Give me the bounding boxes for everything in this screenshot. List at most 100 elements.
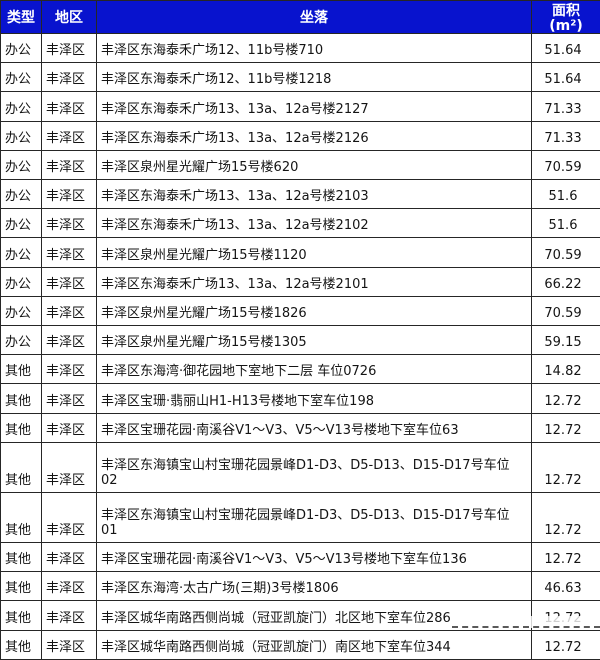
cell-region[interactable]: 丰泽区: [41, 266, 97, 297]
cell-type[interactable]: 办公: [0, 120, 42, 151]
table-row: 办公 丰泽区 丰泽区东海泰禾广场13、13a、12a号楼2103 51.6: [0, 179, 600, 210]
cell-location[interactable]: 丰泽区东海泰禾广场12、11b号楼1218: [96, 62, 532, 93]
cell-region[interactable]: 丰泽区: [41, 91, 97, 122]
cell-type[interactable]: 其他: [0, 629, 42, 660]
cell-type[interactable]: 办公: [0, 295, 42, 327]
cell-area[interactable]: 59.15: [531, 325, 600, 356]
cell-area[interactable]: 12.72: [531, 541, 600, 573]
cell-type[interactable]: 办公: [0, 32, 42, 64]
cell-area[interactable]: 66.22: [531, 266, 600, 297]
table-row: 其他 丰泽区 丰泽区宝珊·翡丽山H1-H13号楼地下室车位198 12.72: [0, 383, 600, 414]
table-row: 其他 丰泽区 丰泽区宝珊花园·南溪谷V1～V3、V5～V13号楼地下室车位136…: [0, 541, 600, 573]
cell-region[interactable]: 丰泽区: [41, 541, 97, 573]
cell-location[interactable]: 丰泽区泉州星光耀广场15号楼1120: [96, 237, 532, 268]
cell-region[interactable]: 丰泽区: [41, 120, 97, 151]
cell-region[interactable]: 丰泽区: [41, 62, 97, 93]
column-header-location[interactable]: 坐落: [96, 0, 532, 34]
cell-type[interactable]: 办公: [0, 208, 42, 239]
cell-type[interactable]: 其他: [0, 541, 42, 573]
cell-region[interactable]: 丰泽区: [41, 383, 97, 414]
table-row: 办公 丰泽区 丰泽区东海泰禾广场12、11b号楼1218 51.64: [0, 62, 600, 93]
cell-type[interactable]: 其他: [0, 354, 42, 385]
cell-region[interactable]: 丰泽区: [41, 491, 97, 544]
cell-area[interactable]: 12.72: [531, 629, 600, 660]
cell-location[interactable]: 丰泽区泉州星光耀广场15号楼1305: [96, 325, 532, 356]
cell-region[interactable]: 丰泽区: [41, 295, 97, 327]
cell-region[interactable]: 丰泽区: [41, 629, 97, 660]
cell-type[interactable]: 办公: [0, 62, 42, 93]
cell-region[interactable]: 丰泽区: [41, 354, 97, 385]
cell-area[interactable]: 12.72: [531, 383, 600, 414]
cell-type[interactable]: 办公: [0, 237, 42, 268]
cell-area[interactable]: 70.59: [531, 149, 600, 181]
cell-location[interactable]: 丰泽区东海镇宝山村宝珊花园景峰D1-D3、D5-D13、D15-D17号车位 0…: [96, 441, 532, 493]
cell-type[interactable]: 其他: [0, 491, 42, 544]
cell-region[interactable]: 丰泽区: [41, 600, 97, 631]
cell-location[interactable]: 丰泽区东海泰禾广场12、11b号楼710: [96, 32, 532, 64]
cell-region[interactable]: 丰泽区: [41, 441, 97, 493]
cell-location[interactable]: 丰泽区宝珊花园·南溪谷V1～V3、V5～V13号楼地下室车位136: [96, 541, 532, 573]
cell-location[interactable]: 丰泽区城华南路西侧尚城（冠亚凯旋门）北区地下室车位286: [96, 600, 532, 631]
cell-type[interactable]: 办公: [0, 149, 42, 181]
cell-location[interactable]: 丰泽区东海泰禾广场13、13a、12a号楼2127: [96, 91, 532, 122]
cell-region[interactable]: 丰泽区: [41, 32, 97, 64]
cell-type[interactable]: 办公: [0, 266, 42, 297]
cell-region[interactable]: 丰泽区: [41, 237, 97, 268]
cell-area[interactable]: 12.72: [531, 441, 600, 493]
cell-type[interactable]: 办公: [0, 91, 42, 122]
cell-type[interactable]: 其他: [0, 441, 42, 493]
cell-area[interactable]: 51.64: [531, 32, 600, 64]
column-header-area-text: 面积 (m²): [533, 2, 600, 33]
cell-area[interactable]: 12.72: [531, 600, 600, 631]
area-header-line1: 面积: [552, 2, 580, 19]
cell-region[interactable]: 丰泽区: [41, 325, 97, 356]
cell-area[interactable]: 14.82: [531, 354, 600, 385]
cell-region[interactable]: 丰泽区: [41, 179, 97, 210]
cell-area[interactable]: 46.63: [531, 571, 600, 602]
table-row: 其他 丰泽区 丰泽区城华南路西侧尚城（冠亚凯旋门）南区地下室车位344 12.7…: [0, 629, 600, 660]
cell-type[interactable]: 其他: [0, 383, 42, 414]
cell-location[interactable]: 丰泽区东海湾·太古广场(三期)3号楼1806: [96, 571, 532, 602]
cell-location[interactable]: 丰泽区东海泰禾广场13、13a、12a号楼2126: [96, 120, 532, 151]
table-row: 其他 丰泽区 丰泽区东海湾·太古广场(三期)3号楼1806 46.63: [0, 571, 600, 602]
cell-area[interactable]: 51.64: [531, 62, 600, 93]
column-header-type[interactable]: 类型: [0, 0, 42, 34]
cell-region[interactable]: 丰泽区: [41, 571, 97, 602]
cell-type[interactable]: 办公: [0, 325, 42, 356]
cell-region[interactable]: 丰泽区: [41, 208, 97, 239]
cell-location[interactable]: 丰泽区城华南路西侧尚城（冠亚凯旋门）南区地下室车位344: [96, 629, 532, 660]
cell-location[interactable]: 丰泽区泉州星光耀广场15号楼1826: [96, 295, 532, 327]
cell-location[interactable]: 丰泽区东海泰禾广场13、13a、12a号楼2102: [96, 208, 532, 239]
column-header-area[interactable]: 面积 (m²): [531, 0, 600, 34]
cell-location[interactable]: 丰泽区东海湾·御花园地下室地下二层 车位0726: [96, 354, 532, 385]
cell-area[interactable]: 71.33: [531, 91, 600, 122]
table-row: 其他 丰泽区 丰泽区东海镇宝山村宝珊花园景峰D1-D3、D5-D13、D15-D…: [0, 491, 600, 544]
cell-type[interactable]: 其他: [0, 571, 42, 602]
cell-area[interactable]: 70.59: [531, 295, 600, 327]
cell-type[interactable]: 其他: [0, 600, 42, 631]
table-body: 办公 丰泽区 丰泽区东海泰禾广场12、11b号楼710 51.64 办公 丰泽区…: [0, 32, 600, 660]
table-row: 办公 丰泽区 丰泽区东海泰禾广场13、13a、12a号楼2102 51.6: [0, 208, 600, 239]
cell-area[interactable]: 51.6: [531, 208, 600, 239]
cell-area[interactable]: 12.72: [531, 491, 600, 544]
cell-area[interactable]: 51.6: [531, 179, 600, 210]
cell-area[interactable]: 71.33: [531, 120, 600, 151]
area-header-line2: (m²): [549, 17, 583, 33]
cell-area[interactable]: 70.59: [531, 237, 600, 268]
table-row: 其他 丰泽区 丰泽区东海湾·御花园地下室地下二层 车位0726 14.82: [0, 354, 600, 385]
cell-type[interactable]: 办公: [0, 179, 42, 210]
cell-location[interactable]: 丰泽区东海镇宝山村宝珊花园景峰D1-D3、D5-D13、D15-D17号车位 0…: [96, 491, 532, 544]
cell-location[interactable]: 丰泽区泉州星光耀广场15号楼620: [96, 149, 532, 181]
cell-location[interactable]: 丰泽区宝珊·翡丽山H1-H13号楼地下室车位198: [96, 383, 532, 414]
cell-location[interactable]: 丰泽区东海泰禾广场13、13a、12a号楼2101: [96, 266, 532, 297]
cell-type[interactable]: 其他: [0, 412, 42, 443]
cell-region[interactable]: 丰泽区: [41, 149, 97, 181]
cell-location[interactable]: 丰泽区东海泰禾广场13、13a、12a号楼2103: [96, 179, 532, 210]
column-header-region[interactable]: 地区: [41, 0, 97, 34]
table-row: 办公 丰泽区 丰泽区泉州星光耀广场15号楼1120 70.59: [0, 237, 600, 268]
cell-location[interactable]: 丰泽区宝珊花园·南溪谷V1～V3、V5～V13号楼地下室车位63: [96, 412, 532, 443]
cell-area[interactable]: 12.72: [531, 412, 600, 443]
cell-region[interactable]: 丰泽区: [41, 412, 97, 443]
